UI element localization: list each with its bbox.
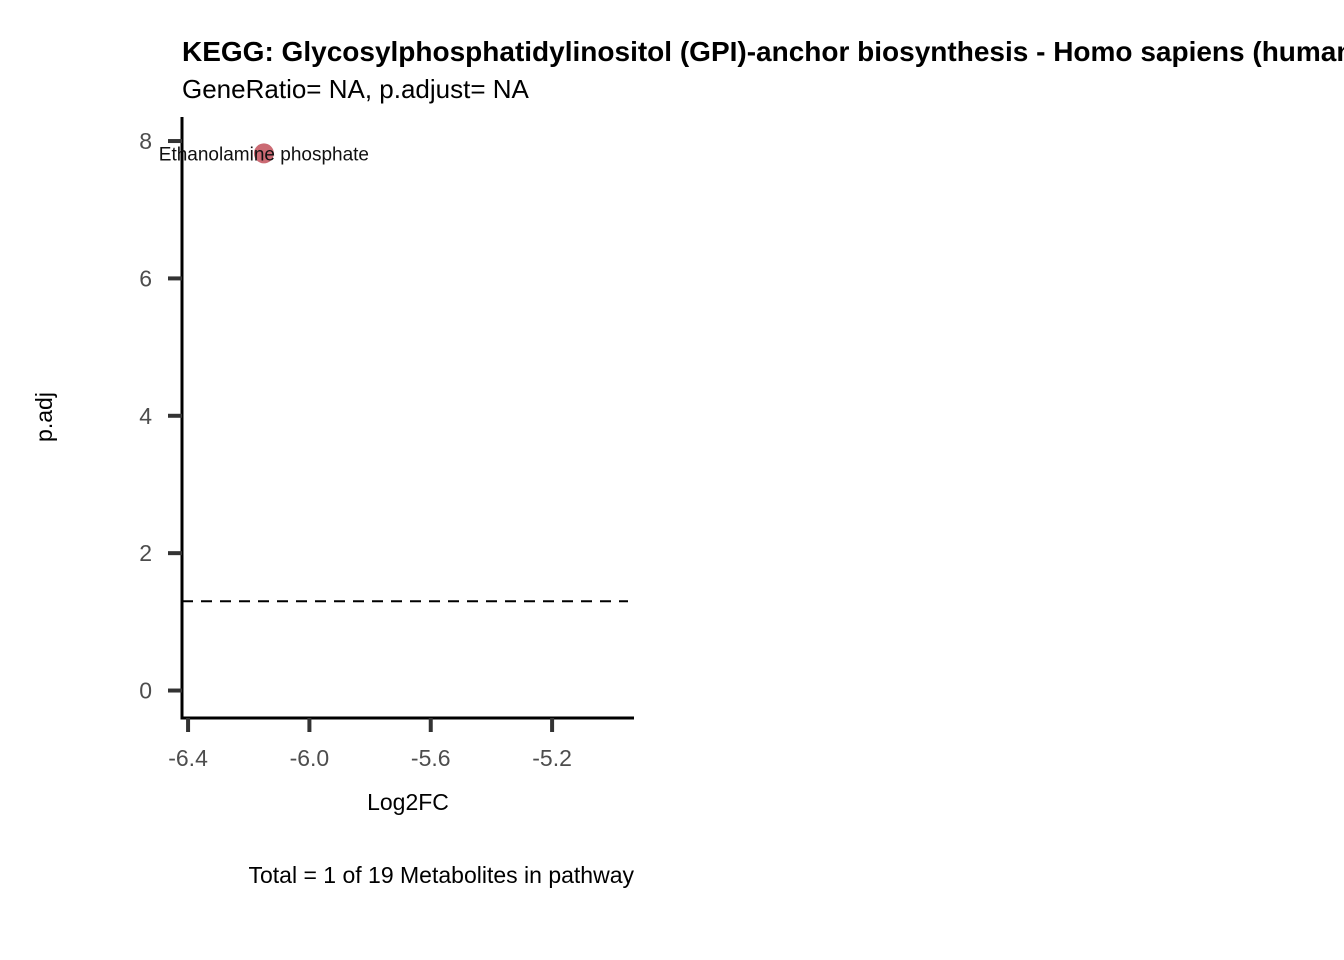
- x-axis-title: Log2FC: [367, 789, 449, 815]
- chart-caption: Total = 1 of 19 Metabolites in pathway: [249, 862, 635, 888]
- y-tick-label: 2: [139, 540, 152, 566]
- x-tick-label: -6.4: [168, 745, 208, 771]
- plot-area: 0 2 4 6 8 -6.4 -6.0 -5.6 -5.2 Ethanolamine phosph…: [139, 117, 634, 771]
- x-tick-label: -5.2: [532, 745, 572, 771]
- y-tick-label: 8: [139, 128, 152, 154]
- data-point: [253, 143, 274, 164]
- x-tick-label: -5.6: [411, 745, 451, 771]
- y-tick-label: 6: [139, 265, 152, 291]
- chart-subtitle: GeneRatio= NA, p.adjust= NA: [182, 74, 530, 104]
- y-axis-title: p.adj: [31, 392, 57, 442]
- chart-title: KEGG: Glycosylphosphatidylinositol (GPI)…: [182, 36, 1344, 67]
- y-tick-label: 0: [139, 678, 152, 704]
- y-tick-label: 4: [139, 403, 152, 429]
- x-tick-label: -6.0: [290, 745, 330, 771]
- data-point-label: Ethanolamine phosphate: [159, 144, 369, 165]
